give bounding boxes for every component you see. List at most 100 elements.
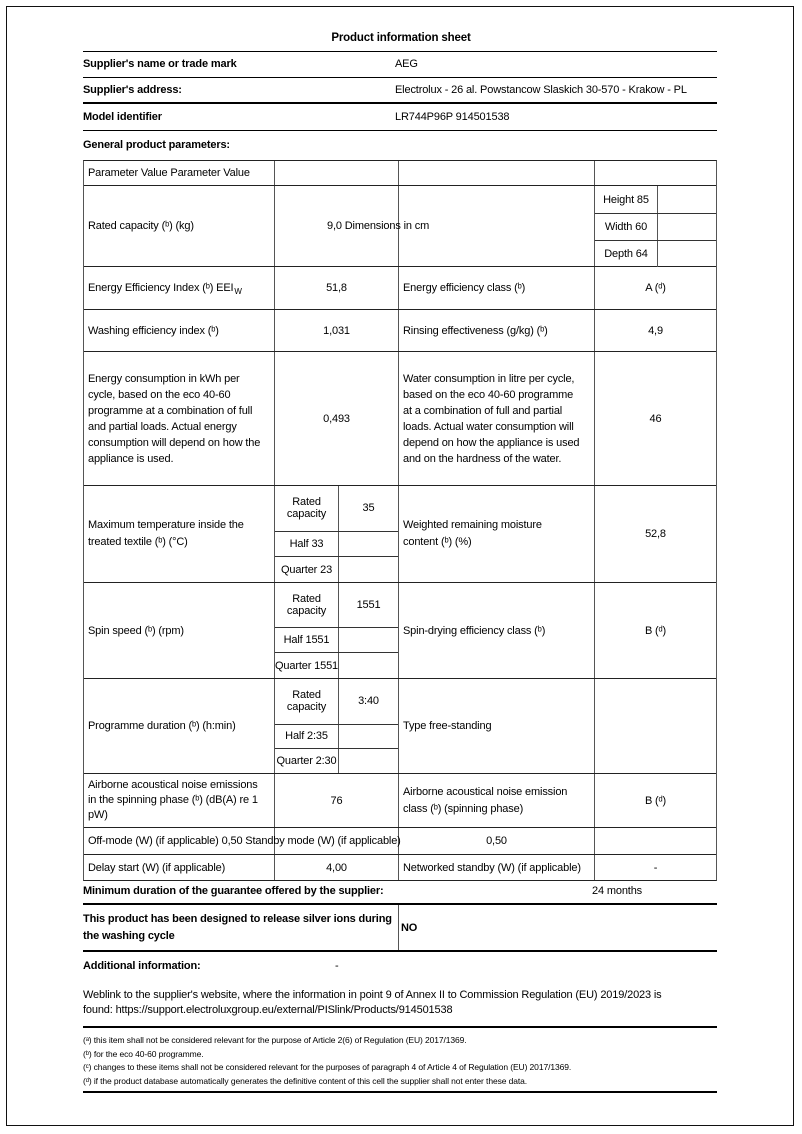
water-consumption-value: 46: [594, 352, 716, 485]
divider: [83, 1026, 717, 1028]
dimension-row: Depth 64: [595, 240, 716, 267]
spin-speed-label: Spin speed (ᵇ) (rpm): [88, 624, 184, 637]
general-parameters-heading: General product parameters:: [83, 139, 230, 151]
energy-class-value: A (ᵈ): [594, 267, 716, 309]
energy-consumption-label: Energy consumption in kWh per cycle, bas…: [88, 372, 261, 465]
rinsing-value: 4,9: [594, 310, 716, 351]
divider: [83, 950, 717, 952]
washing-index-label: Washing efficiency index (ᵇ): [88, 324, 219, 337]
table-row: Spin speed (ᵇ) (rpm) Rated capacity 1551…: [84, 582, 716, 678]
networked-standby-value: -: [594, 855, 716, 880]
spin-half-label: Half 1551: [283, 633, 330, 646]
sub-row: Quarter 1551: [275, 652, 398, 678]
model-identifier-value: LR744P96P 914501538: [395, 111, 510, 123]
noise-value: 76: [274, 774, 398, 827]
duration-rated-label: Rated capacity: [286, 689, 327, 714]
divider: [83, 77, 717, 78]
spin-rated-label: Rated capacity: [286, 592, 327, 617]
rinsing-label: Rinsing effectiveness (g/kg) (ᵇ): [398, 310, 594, 351]
spin-drying-class-value: B (ᵈ): [594, 583, 716, 678]
table-row: Airborne acoustical noise emissions in t…: [84, 773, 716, 827]
divider: [83, 1091, 717, 1093]
rated-capacity-value: 9,0 Dimensions in cm: [327, 220, 430, 232]
moisture-value: 52,8: [594, 486, 716, 582]
water-consumption-label: Water consumption in litre per cycle, ba…: [398, 352, 594, 485]
guarantee-value: 24 months: [592, 885, 643, 897]
max-temp-rated-value: 35: [362, 502, 375, 515]
max-temp-half-value: [339, 532, 398, 557]
supplier-name-value: AEG: [395, 58, 418, 70]
noise-class-value: B (ᵈ): [594, 774, 716, 827]
table-row: Maximum temperature inside the treated t…: [84, 485, 716, 582]
duration-half-label: Half 2:35: [285, 730, 328, 743]
supplier-name-label: Supplier's name or trade mark: [83, 58, 237, 70]
table-row: Parameter Value Parameter Value: [84, 161, 716, 185]
networked-standby-label: Networked standby (W) (if applicable): [398, 855, 594, 880]
rated-capacity-label: Rated capacity (ᵇ) (kg): [88, 220, 194, 232]
max-temp-quarter-label: Quarter 23: [280, 563, 333, 576]
additional-info-label: Additional information:: [83, 960, 201, 972]
spin-drying-class-label: Spin-drying efficiency class (ᵇ): [398, 583, 594, 678]
dimension-height: Height 85: [595, 186, 658, 213]
delay-start-label: Delay start (W) (if applicable): [88, 861, 226, 874]
footnote-a: (ᵃ) this item shall not be considered re…: [83, 1035, 467, 1045]
delay-start-value: 4,00: [274, 855, 398, 880]
divider: [83, 903, 717, 905]
sub-row: Quarter 23: [275, 556, 398, 582]
sub-row: Half 1551: [275, 626, 398, 653]
table-row: Off-mode (W) (if applicable) 0,50 Standb…: [84, 827, 716, 854]
energy-class-label: Energy efficiency class (ᵇ): [398, 267, 594, 309]
duration-half-value: [339, 725, 398, 749]
table-row: Energy Efficiency Index (ᵇ) EEI W 51,8 En…: [84, 266, 716, 309]
supplier-address-label: Supplier's address:: [83, 84, 182, 96]
noise-label: Airborne acoustical noise emissions in t…: [88, 779, 258, 821]
noise-class-label: Airborne acoustical noise emission class…: [398, 774, 594, 827]
guarantee-label: Minimum duration of the guarantee offere…: [83, 885, 384, 897]
type-value: [594, 679, 716, 773]
max-temp-quarter-value: [339, 557, 398, 582]
spin-rated-value: 1551: [356, 598, 381, 611]
dimension-row: Height 85: [595, 186, 716, 213]
sub-row: Rated capacity 1551: [275, 583, 398, 627]
sub-row: Half 33: [275, 530, 398, 557]
max-temperature-label: Maximum temperature inside the treated t…: [88, 519, 244, 548]
table-row: Washing efficiency index (ᵇ) 1,031 Rinsi…: [84, 309, 716, 351]
eei-label-subscript: W: [234, 286, 242, 296]
spin-half-value: [339, 628, 398, 653]
dimension-width: Width 60: [595, 214, 658, 240]
duration-quarter-value: [339, 749, 398, 773]
silver-ions-label: This product has been designed to releas…: [83, 913, 392, 942]
sub-row: Rated capacity 35: [275, 486, 398, 531]
footnote-d: (ᵈ) if the product database automaticall…: [83, 1075, 528, 1086]
model-identifier-label: Model identifier: [83, 111, 162, 123]
duration-quarter-label: Quarter 2:30: [276, 755, 337, 768]
dimension-depth: Depth 64: [595, 241, 658, 267]
weblink-text: Weblink to the supplier's website, where…: [83, 989, 662, 1016]
programme-duration-label: Programme duration (ᵇ) (h:min): [88, 720, 236, 732]
standby-value: 0,50: [398, 828, 594, 854]
page-border: [6, 6, 794, 1126]
max-temp-rated-label: Rated capacity: [286, 496, 327, 521]
supplier-address-value: Electrolux - 26 al. Powstancow Slaskich …: [395, 84, 687, 96]
additional-info-value: -: [335, 960, 339, 972]
divider: [83, 51, 717, 52]
parameters-table: Parameter Value Parameter Value Rated ca…: [83, 160, 717, 881]
table-header-cell: Parameter Value Parameter Value: [88, 167, 250, 179]
spin-quarter-label: Quarter 1551: [274, 659, 339, 672]
eei-value: 51,8: [274, 267, 398, 309]
sub-row: Quarter 2:30: [275, 748, 398, 773]
duration-rated-value: 3:40: [358, 695, 379, 708]
eei-label: Energy Efficiency Index (ᵇ) EEI: [88, 282, 234, 294]
table-row: Rated capacity (ᵇ) (kg) 9,0 Dimensions i…: [84, 185, 716, 267]
page-title: Product information sheet: [331, 32, 471, 44]
divider: [83, 130, 717, 131]
type-label: Type free-standing: [398, 679, 594, 773]
table-row: Energy consumption in kWh per cycle, bas…: [84, 351, 716, 485]
spin-quarter-value: [339, 653, 398, 678]
dimension-row: Width 60: [595, 213, 716, 240]
table-row: Programme duration (ᵇ) (h:min) Rated cap…: [84, 678, 716, 773]
divider: [398, 905, 399, 950]
table-row: Delay start (W) (if applicable) 4,00 Net…: [84, 854, 716, 880]
footnote-b: (ᵇ) for the eco 40-60 programme.: [83, 1048, 204, 1059]
divider: [83, 102, 717, 104]
